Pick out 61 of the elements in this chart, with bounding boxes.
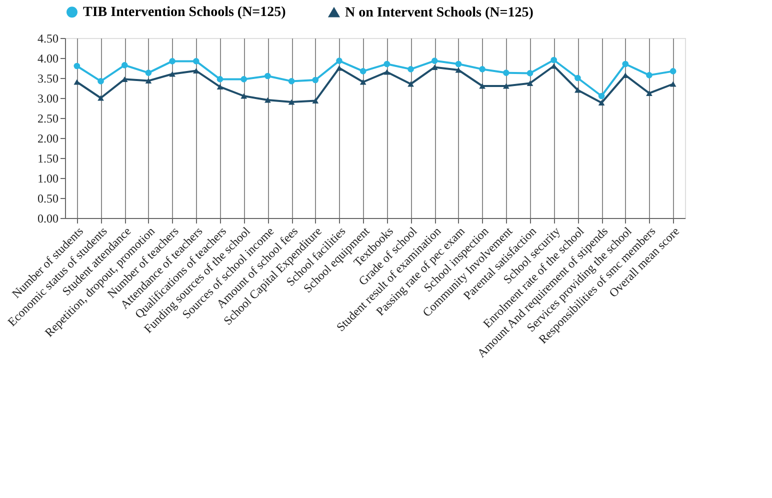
point	[312, 98, 319, 104]
point	[646, 72, 652, 78]
point	[98, 95, 104, 101]
point	[550, 56, 558, 64]
point	[598, 100, 605, 106]
point	[431, 58, 438, 64]
point	[360, 79, 366, 85]
y-tick-label: 3.00	[38, 92, 58, 106]
point	[502, 83, 510, 89]
y-tick-label: 0.00	[38, 212, 58, 226]
point	[216, 76, 224, 82]
point	[574, 74, 581, 82]
point	[455, 67, 462, 73]
point	[312, 76, 319, 84]
legend-label: N on Intervent Schools (N=125)	[345, 5, 534, 20]
point	[121, 62, 128, 68]
point	[502, 70, 510, 76]
point	[216, 84, 224, 90]
y-tick-label: 3.50	[38, 72, 58, 86]
point	[288, 78, 295, 84]
point	[574, 87, 581, 93]
point	[288, 99, 295, 105]
point	[384, 60, 390, 68]
point	[360, 68, 366, 74]
y-tick-label: 4.00	[38, 52, 58, 66]
point	[240, 93, 248, 99]
point	[74, 79, 80, 85]
point	[240, 76, 248, 82]
point	[74, 62, 80, 70]
point	[264, 72, 271, 80]
legend-label: TIB Intervention Schools (N=125)	[83, 5, 286, 20]
point	[479, 83, 486, 89]
y-tick-label: 2.50	[38, 112, 58, 126]
point	[598, 92, 605, 100]
y-tick-label: 0.50	[38, 192, 58, 206]
point	[98, 78, 104, 84]
y-tick-label: 1.00	[38, 172, 58, 186]
point	[646, 90, 652, 96]
point	[526, 80, 534, 86]
point	[336, 65, 342, 71]
point	[526, 70, 534, 76]
point	[550, 63, 558, 69]
point	[145, 78, 152, 84]
point	[408, 81, 414, 87]
point	[336, 58, 342, 64]
point	[192, 68, 200, 74]
point	[455, 60, 462, 68]
y-tick-label: 4.50	[38, 32, 58, 46]
point	[670, 68, 676, 74]
point	[670, 81, 676, 87]
point	[192, 58, 200, 64]
point	[622, 60, 629, 68]
point	[384, 69, 390, 75]
point	[408, 66, 414, 72]
point	[169, 58, 176, 64]
y-tick-label: 1.50	[38, 152, 58, 166]
point	[479, 66, 486, 72]
point	[169, 71, 176, 77]
y-tick-label: 2.00	[38, 132, 58, 146]
point	[145, 70, 152, 76]
point	[264, 97, 271, 103]
